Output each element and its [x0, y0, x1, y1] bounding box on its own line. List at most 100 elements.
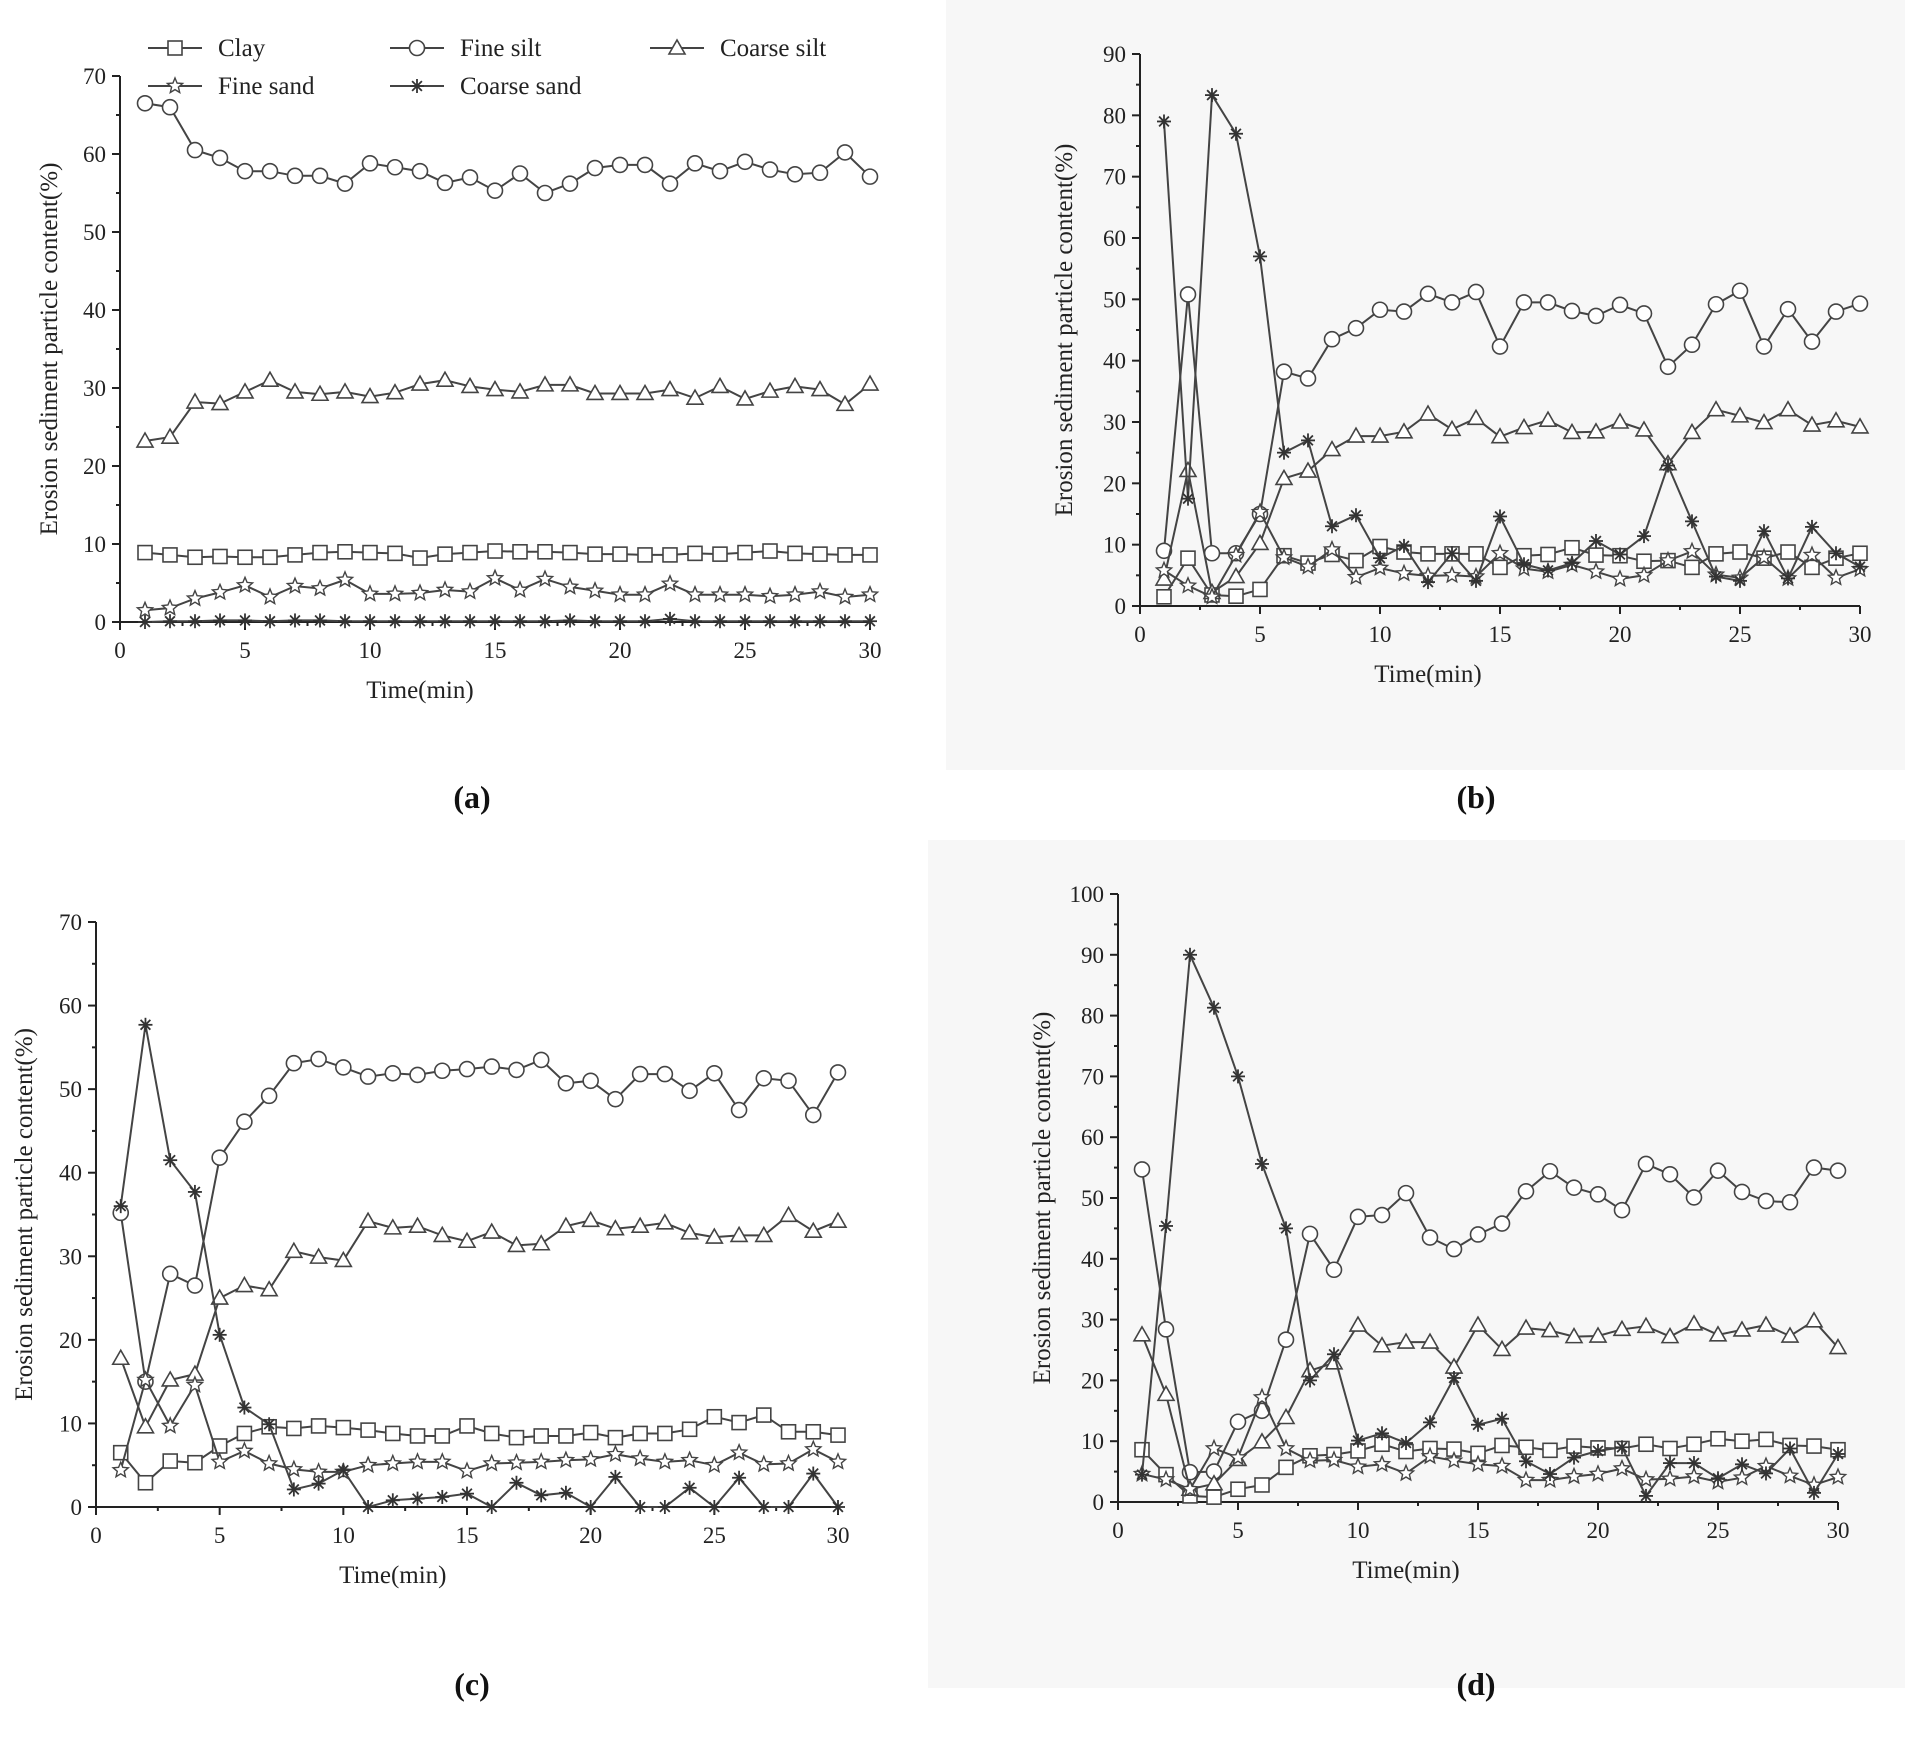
- y-tick-label: 60: [83, 142, 106, 167]
- data-point: [1636, 1316, 1656, 1334]
- data-point: [1371, 301, 1389, 319]
- data-point: [533, 1428, 550, 1444]
- data-point: [285, 576, 305, 595]
- data-point: [636, 156, 654, 174]
- data-point: [1252, 581, 1268, 598]
- data-point: [1370, 558, 1390, 576]
- y-tick-label: 60: [1103, 226, 1126, 251]
- data-point: [410, 583, 430, 602]
- data-point: [333, 1250, 353, 1268]
- data-point: [212, 1327, 227, 1342]
- data-point: [531, 1234, 551, 1251]
- data-point: [732, 1470, 747, 1485]
- data-point: [1828, 1337, 1848, 1355]
- data-point: [581, 1210, 601, 1228]
- data-point: [463, 614, 477, 629]
- data-point: [631, 1065, 649, 1083]
- data-point: [1396, 1463, 1416, 1482]
- data-point: [862, 547, 878, 563]
- data-point: [785, 376, 805, 394]
- data-point: [1346, 426, 1366, 443]
- data-point: [1394, 563, 1414, 582]
- data-point: [1420, 546, 1436, 562]
- data-point: [136, 95, 154, 112]
- series-coarse-silt: [135, 370, 880, 448]
- y-tick-label: 70: [1103, 165, 1126, 190]
- data-point: [1564, 539, 1580, 556]
- data-point: [1250, 533, 1270, 551]
- data-point: [1468, 546, 1484, 562]
- data-point: [311, 1476, 326, 1491]
- data-point: [1493, 1215, 1511, 1232]
- data-point: [1277, 1331, 1295, 1348]
- data-point: [1686, 1436, 1702, 1453]
- data-point: [187, 549, 203, 566]
- data-point: [660, 573, 680, 592]
- y-tick-label: 90: [1081, 943, 1104, 968]
- data-point: [1515, 294, 1533, 311]
- data-point: [1732, 544, 1748, 560]
- data-point: [613, 614, 627, 629]
- data-point: [385, 383, 405, 400]
- data-point: [1519, 1454, 1533, 1469]
- data-point: [460, 581, 480, 600]
- data-point: [1471, 1417, 1485, 1432]
- data-point: [1687, 1456, 1701, 1471]
- data-point: [585, 383, 605, 401]
- series-line: [144, 617, 870, 623]
- series-line: [119, 1058, 839, 1382]
- data-point: [410, 1491, 425, 1506]
- data-point: [135, 431, 155, 448]
- data-point: [210, 393, 230, 411]
- data-point: [813, 614, 827, 629]
- data-point: [754, 1454, 774, 1473]
- data-point: [1394, 422, 1414, 439]
- data-point: [1396, 1332, 1416, 1349]
- data-point: [1276, 1438, 1296, 1457]
- data-point: [1279, 1221, 1293, 1236]
- x-tick-label: 30: [827, 1523, 850, 1548]
- data-point: [1635, 305, 1653, 322]
- data-point: [861, 168, 879, 185]
- series-coarse-sand: [113, 1017, 845, 1514]
- data-point: [1495, 1411, 1509, 1426]
- data-point: [1468, 1315, 1488, 1332]
- data-point: [486, 182, 504, 199]
- data-point: [1276, 1407, 1296, 1425]
- data-point: [756, 1500, 771, 1514]
- data-point: [1420, 1446, 1440, 1465]
- data-point: [411, 162, 429, 180]
- data-point: [656, 1065, 674, 1083]
- data-point: [1253, 249, 1267, 264]
- data-point: [633, 1500, 648, 1514]
- data-point: [1587, 307, 1605, 325]
- data-point: [531, 1452, 551, 1470]
- x-tick-label: 5: [1232, 1518, 1244, 1543]
- data-point: [1348, 552, 1364, 569]
- data-point: [1541, 1162, 1559, 1180]
- data-point: [1660, 1327, 1680, 1344]
- data-point: [1467, 283, 1485, 301]
- y-tick-label: 30: [1103, 410, 1126, 435]
- data-point: [437, 546, 453, 562]
- y-axis-title: Erosion sediment particle content(%): [1029, 1012, 1056, 1385]
- y-tick-label: 70: [59, 910, 82, 935]
- data-point: [681, 1082, 698, 1100]
- data-point: [1709, 569, 1723, 584]
- data-point: [736, 153, 754, 171]
- data-point: [262, 1417, 277, 1432]
- data-point: [483, 1058, 501, 1075]
- data-point: [729, 1442, 749, 1461]
- series-fine-sand: [135, 568, 880, 619]
- y-tick-label: 70: [83, 64, 106, 89]
- data-point: [1327, 1347, 1341, 1362]
- data-point: [361, 155, 379, 172]
- data-point: [1802, 415, 1822, 432]
- data-point: [755, 1069, 773, 1087]
- data-point: [560, 577, 580, 595]
- data-point: [136, 1417, 155, 1434]
- data-point: [1372, 1336, 1392, 1353]
- data-point: [457, 1231, 477, 1249]
- data-point: [1228, 1447, 1248, 1466]
- data-point: [286, 1482, 301, 1497]
